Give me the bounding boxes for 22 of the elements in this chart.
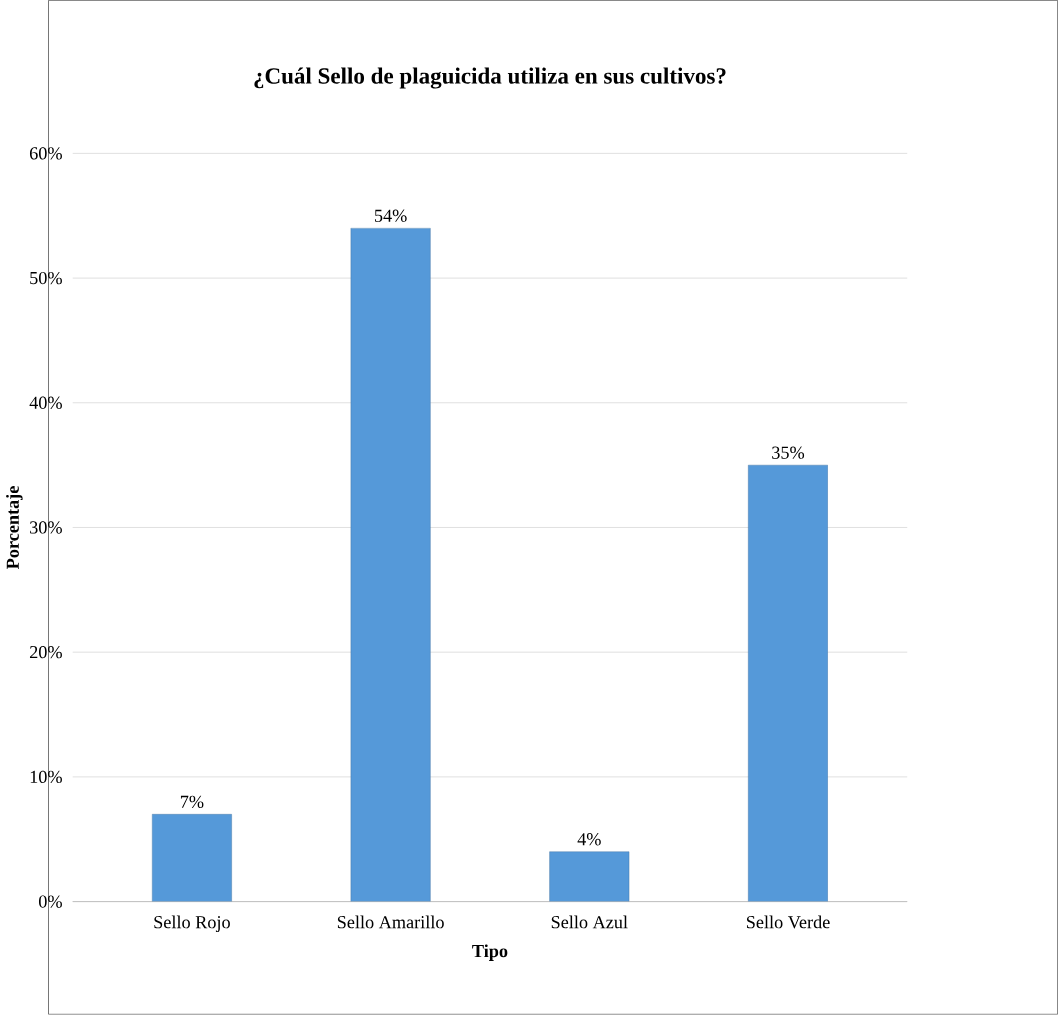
x-tick-label: Sello Verde <box>746 915 830 929</box>
y-tick-label: 60% <box>29 147 62 160</box>
bar <box>350 228 431 902</box>
y-axis-title: Porcentaje <box>6 486 23 570</box>
bar <box>748 465 828 902</box>
data-label: 7% <box>180 795 204 809</box>
x-tick-label: Sello Rojo <box>154 915 230 933</box>
y-tick-label: 10% <box>30 770 62 784</box>
y-tick-label: 50% <box>30 272 62 285</box>
y-tick-label: 0% <box>38 895 62 908</box>
data-label: 4% <box>577 833 601 846</box>
y-tick-label: 20% <box>29 646 62 659</box>
chart-title: ¿Cuál Sello de plaguicida utiliza en sus cultivos? <box>254 67 726 89</box>
bar <box>151 814 232 902</box>
bar <box>549 851 630 902</box>
y-tick-label: 40% <box>29 396 62 410</box>
x-tick-label: Sello Amarillo <box>337 915 444 929</box>
x-tick-label: Sello Azul <box>551 915 628 929</box>
data-label: 35% <box>772 446 805 460</box>
x-axis-title: Tipo <box>472 944 508 962</box>
data-label: 54% <box>374 209 407 223</box>
y-tick-label: 30% <box>30 521 62 534</box>
